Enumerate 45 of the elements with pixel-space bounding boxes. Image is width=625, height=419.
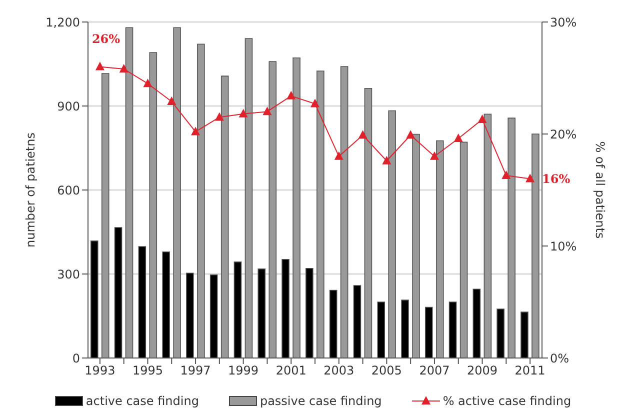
point: [262, 106, 272, 116]
y2-tick-label: 20%: [550, 127, 577, 142]
y2-tick-label: 0%: [550, 351, 570, 366]
y-tick-label: 900: [57, 99, 80, 114]
x-tick-label: 2001: [276, 364, 306, 378]
point: [310, 98, 320, 108]
point: [478, 114, 487, 123]
y-tick-label: 0: [72, 351, 80, 366]
x-tick-label: 2003: [324, 364, 354, 378]
point: [286, 90, 296, 100]
point: [430, 151, 439, 160]
point: [454, 133, 463, 142]
y-tick-label: 1,200: [46, 15, 80, 30]
legend-label: % active case finding: [442, 394, 572, 408]
point: [502, 170, 511, 179]
point: [238, 108, 248, 118]
y2-tick-label: 10%: [550, 239, 577, 254]
point: [526, 174, 535, 182]
x-tick-label: 1995: [132, 364, 164, 378]
point: [119, 64, 128, 73]
x-tick-label: 1997: [180, 364, 211, 378]
y-tick-label: 600: [57, 183, 80, 198]
point: [382, 156, 392, 164]
point: [214, 112, 224, 121]
x-tick-label: 2007: [419, 364, 450, 378]
x-tick-label: 1993: [84, 364, 116, 378]
point: [334, 151, 344, 160]
x-tick-label: 2005: [371, 364, 402, 378]
legend-label: passive case finding: [260, 394, 382, 408]
point: [95, 62, 104, 70]
point: [358, 130, 368, 139]
legend-label: active case finding: [86, 394, 199, 408]
point: [191, 126, 200, 136]
point: [167, 96, 176, 106]
y-tick-label: 300: [57, 267, 80, 282]
x-tick-label: 2011: [514, 364, 546, 378]
y-axis-title: number of patietns: [23, 132, 38, 248]
data-label: 16%: [542, 172, 571, 186]
y2-tick-label: 30%: [550, 15, 577, 30]
x-tick-label: 2009: [466, 364, 498, 378]
data-label: 26%: [92, 32, 121, 46]
point: [406, 130, 416, 139]
point: [143, 78, 152, 88]
x-tick-label: 1999: [228, 364, 259, 378]
y2-axis-title: % of all patients: [592, 141, 607, 239]
